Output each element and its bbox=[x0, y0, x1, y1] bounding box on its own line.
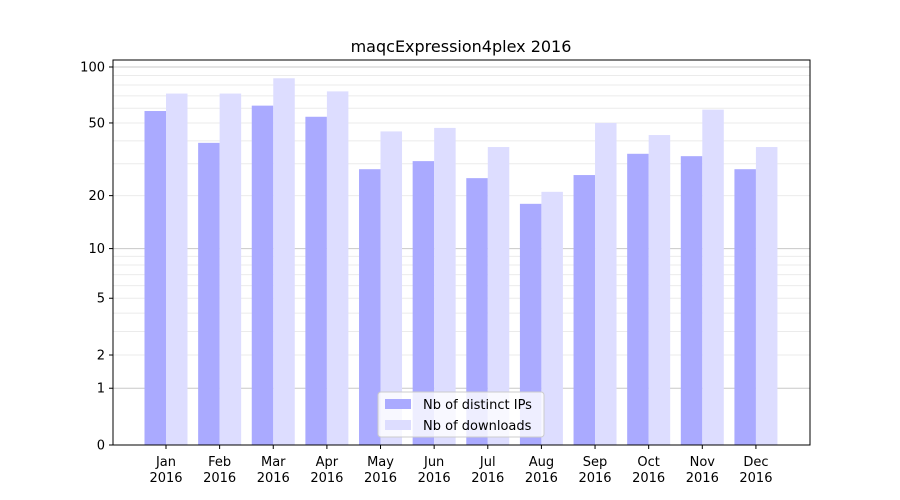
x-tick-label-year: 2016 bbox=[257, 471, 290, 486]
bar-downloads-feb bbox=[219, 93, 242, 446]
y-tick-label: 5 bbox=[97, 292, 105, 307]
y-tick-label: 1 bbox=[97, 382, 105, 397]
x-tick-label-month: Apr bbox=[316, 455, 339, 470]
legend-label-downloads: Nb of downloads bbox=[423, 419, 532, 434]
bar-distinct-ips-nov bbox=[680, 156, 703, 445]
y-tick-label: 50 bbox=[88, 116, 105, 131]
x-tick-label-month: May bbox=[367, 455, 394, 470]
bar-downloads-mar bbox=[273, 78, 295, 445]
x-tick-label-month: Oct bbox=[637, 455, 659, 470]
bar-downloads-apr bbox=[326, 91, 349, 445]
legend-swatch-ips bbox=[385, 399, 411, 409]
bar-distinct-ips-feb bbox=[198, 142, 220, 445]
legend-swatch-downloads bbox=[385, 420, 411, 430]
x-tick-label-year: 2016 bbox=[364, 471, 397, 486]
bar-distinct-ips-sep bbox=[573, 175, 596, 445]
x-tick-label-year: 2016 bbox=[310, 471, 343, 486]
x-tick-label-month: Aug bbox=[529, 455, 554, 470]
bar-downloads-jun bbox=[434, 127, 456, 445]
x-tick-label-month: Nov bbox=[690, 455, 716, 470]
bar-distinct-ips-apr bbox=[305, 116, 327, 446]
x-tick-label-month: Dec bbox=[743, 455, 768, 470]
bar-downloads-jul bbox=[487, 147, 510, 446]
bar-downloads-jan bbox=[166, 93, 188, 446]
x-tick-label-year: 2016 bbox=[632, 471, 665, 486]
x-tick-label-month: Jul bbox=[479, 455, 496, 470]
bar-distinct-ips-jul bbox=[466, 178, 488, 445]
x-tick-label-month: Mar bbox=[261, 455, 286, 470]
bar-downloads-may bbox=[380, 131, 403, 445]
x-tick-label-year: 2016 bbox=[739, 471, 772, 486]
x-tick-label-year: 2016 bbox=[525, 471, 558, 486]
x-tick-label-month: Feb bbox=[208, 455, 231, 470]
bar-distinct-ips-oct bbox=[627, 153, 649, 446]
bar-downloads-aug bbox=[541, 191, 563, 445]
bar-distinct-ips-mar bbox=[251, 105, 274, 445]
bar-distinct-ips-dec bbox=[734, 169, 756, 445]
x-tick-label-year: 2016 bbox=[686, 471, 719, 486]
y-tick-label: 100 bbox=[80, 60, 105, 75]
x-tick-label-year: 2016 bbox=[578, 471, 611, 486]
bar-distinct-ips-jan bbox=[144, 111, 166, 446]
x-tick-label-year: 2016 bbox=[203, 471, 236, 486]
bar-downloads-nov bbox=[702, 109, 724, 445]
bar-distinct-ips-aug bbox=[519, 203, 542, 445]
x-tick-label-month: Jan bbox=[155, 455, 176, 470]
y-tick-label: 10 bbox=[88, 242, 105, 257]
bar-distinct-ips-may bbox=[359, 169, 381, 445]
x-tick-label-month: Sep bbox=[583, 455, 608, 470]
x-tick-label-year: 2016 bbox=[418, 471, 451, 486]
y-tick-label: 2 bbox=[97, 349, 105, 364]
x-tick-label-year: 2016 bbox=[471, 471, 504, 486]
bar-distinct-ips-jun bbox=[412, 161, 435, 445]
y-tick-label: 20 bbox=[88, 189, 105, 204]
axes-frame bbox=[112, 59, 811, 446]
bar-downloads-dec bbox=[755, 147, 778, 446]
bar-downloads-sep bbox=[595, 122, 617, 445]
x-tick-label-year: 2016 bbox=[149, 471, 182, 486]
y-tick-label: 0 bbox=[97, 439, 105, 454]
bar-downloads-oct bbox=[648, 135, 671, 445]
x-tick-label-month: Jun bbox=[423, 455, 444, 470]
legend-label-ips: Nb of distinct IPs bbox=[423, 398, 532, 413]
legend: Nb of distinct IPs Nb of downloads bbox=[377, 391, 545, 438]
chart-title: maqcExpression4plex 2016 bbox=[351, 37, 572, 56]
